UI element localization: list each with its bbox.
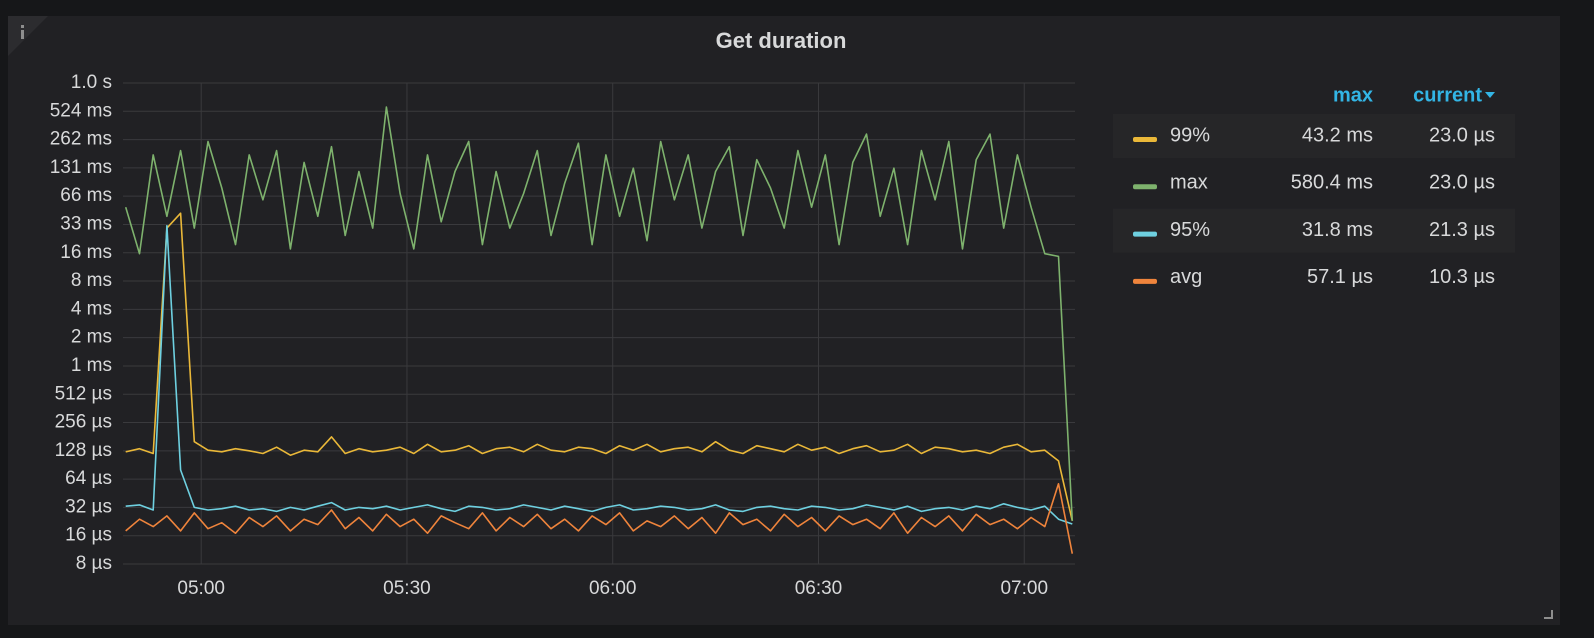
y-tick-label: 16 ms: [60, 242, 112, 263]
y-tick-label: 1 ms: [71, 355, 112, 376]
chart-title: Get duration: [716, 28, 847, 53]
legend-swatch: [1133, 137, 1157, 142]
y-tick-label: 524 ms: [50, 100, 112, 121]
resize-handle[interactable]: [1544, 610, 1553, 619]
legend-row: [1113, 114, 1515, 158]
y-tick-label: 64 µs: [65, 468, 112, 489]
legend-current: 21.3 µs: [1429, 219, 1495, 241]
y-tick-label: 131 ms: [50, 157, 112, 178]
series-line: [125, 212, 1074, 522]
legend-row: [1113, 208, 1515, 253]
legend-label[interactable]: max: [1170, 172, 1208, 194]
y-tick-label: 262 ms: [50, 129, 112, 150]
series-line: [125, 224, 1073, 525]
x-tick-label: 06:30: [795, 578, 843, 599]
y-tick-label: 32 µs: [65, 496, 112, 517]
panel: [8, 16, 1560, 625]
info-icon-stem: [21, 30, 24, 39]
y-tick-label: 256 µs: [55, 412, 112, 433]
legend-max: 43.2 ms: [1302, 124, 1373, 146]
legend-label[interactable]: 99%: [1170, 124, 1210, 146]
x-tick-label: 07:00: [1000, 578, 1048, 599]
y-tick-label: 128 µs: [55, 440, 112, 461]
legend-current: 10.3 µs: [1429, 266, 1495, 288]
legend-swatch: [1133, 184, 1157, 190]
legend-swatch: [1133, 231, 1157, 237]
y-tick-label: 66 ms: [60, 185, 112, 206]
sort-arrow: [1485, 92, 1495, 98]
legend-swatch: [1133, 278, 1157, 284]
info-corner[interactable]: [8, 16, 48, 56]
legend-current: 23.0 µs: [1429, 172, 1495, 194]
legend-max: 580.4 ms: [1291, 172, 1373, 194]
legend-header[interactable]: max: [1333, 84, 1373, 106]
y-tick-label: 4 ms: [71, 298, 112, 319]
y-tick-label: 33 ms: [60, 213, 112, 234]
x-tick-label: 06:00: [589, 578, 637, 599]
legend-header[interactable]: current: [1413, 84, 1482, 106]
x-tick-label: 05:30: [383, 578, 431, 599]
legend-current: 23.0 µs: [1429, 124, 1495, 146]
y-tick-label: 2 ms: [71, 327, 112, 348]
y-tick-label: 8 µs: [76, 553, 112, 574]
y-tick-label: 8 ms: [71, 270, 112, 291]
series-line: [124, 106, 1074, 521]
legend-label[interactable]: 95%: [1170, 219, 1210, 241]
legend-label[interactable]: avg: [1170, 266, 1202, 288]
y-tick-label: 1.0 s: [71, 72, 112, 93]
legend-max: 57.1 µs: [1307, 266, 1373, 288]
x-tick-label: 05:00: [177, 578, 225, 599]
info-icon-dot: [21, 25, 24, 28]
legend-max: 31.8 ms: [1302, 219, 1373, 241]
y-tick-label: 16 µs: [65, 525, 112, 546]
series-line: [125, 483, 1074, 554]
y-tick-label: 512 µs: [55, 383, 112, 404]
